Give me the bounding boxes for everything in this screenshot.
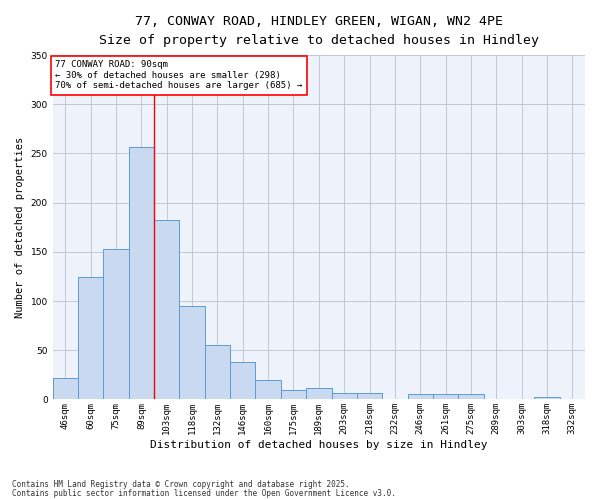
X-axis label: Distribution of detached houses by size in Hindley: Distribution of detached houses by size … <box>150 440 488 450</box>
Bar <box>407 394 433 400</box>
Bar <box>433 394 458 400</box>
Bar <box>306 388 332 400</box>
Y-axis label: Number of detached properties: Number of detached properties <box>15 136 25 318</box>
Bar <box>281 390 306 400</box>
Bar <box>205 346 230 400</box>
Text: Contains public sector information licensed under the Open Government Licence v3: Contains public sector information licen… <box>12 488 396 498</box>
Bar <box>357 392 382 400</box>
Text: Contains HM Land Registry data © Crown copyright and database right 2025.: Contains HM Land Registry data © Crown c… <box>12 480 350 489</box>
Bar <box>230 362 256 400</box>
Bar <box>53 378 78 400</box>
Bar <box>129 146 154 400</box>
Bar <box>256 380 281 400</box>
Bar <box>332 392 357 400</box>
Bar <box>78 278 103 400</box>
Bar <box>154 220 179 400</box>
Text: 77 CONWAY ROAD: 90sqm
← 30% of detached houses are smaller (298)
70% of semi-det: 77 CONWAY ROAD: 90sqm ← 30% of detached … <box>55 60 302 90</box>
Bar <box>103 249 129 400</box>
Title: 77, CONWAY ROAD, HINDLEY GREEN, WIGAN, WN2 4PE
Size of property relative to deta: 77, CONWAY ROAD, HINDLEY GREEN, WIGAN, W… <box>99 15 539 47</box>
Bar <box>179 306 205 400</box>
Bar <box>458 394 484 400</box>
Bar <box>535 398 560 400</box>
